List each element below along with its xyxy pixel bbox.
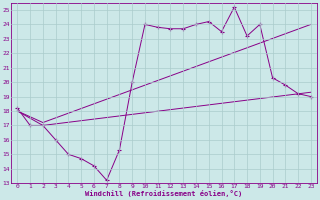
X-axis label: Windchill (Refroidissement éolien,°C): Windchill (Refroidissement éolien,°C) xyxy=(85,190,243,197)
